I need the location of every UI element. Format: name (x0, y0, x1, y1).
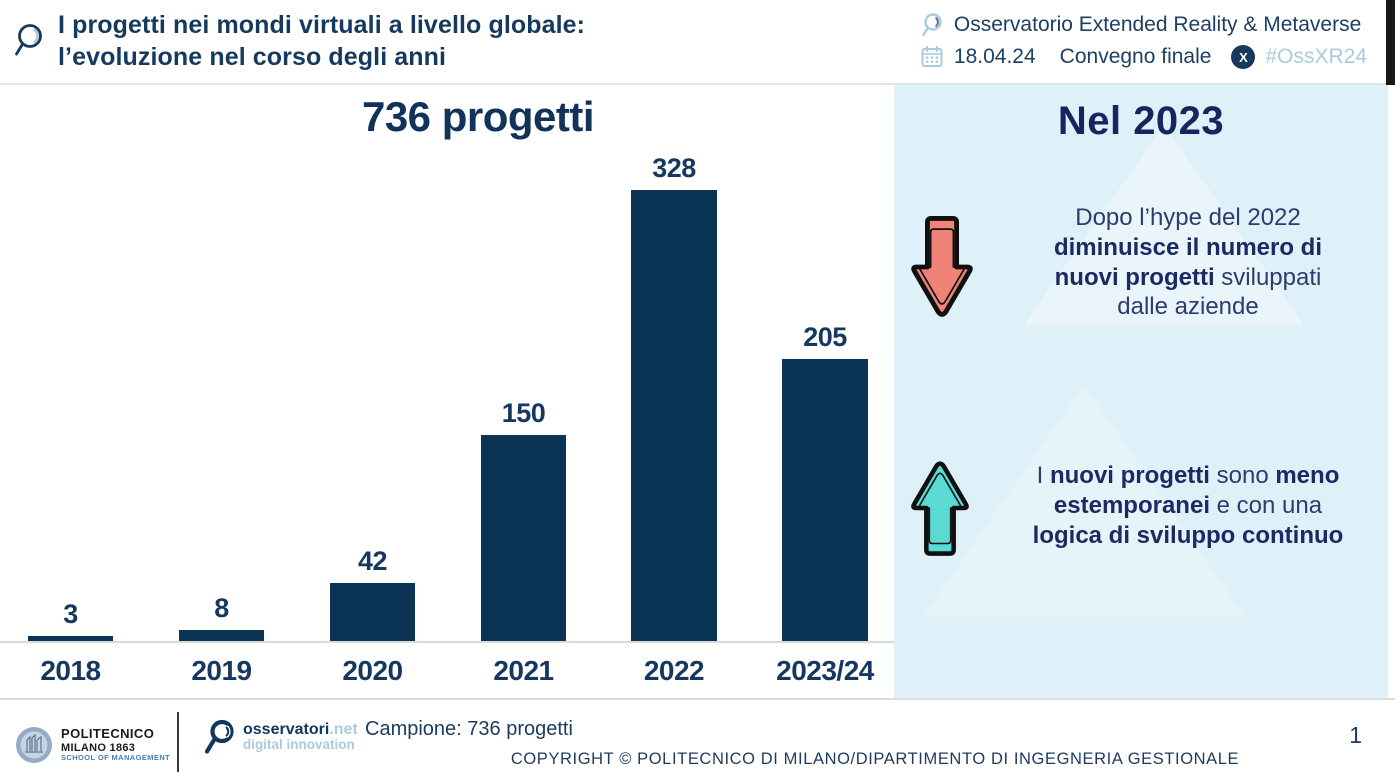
bar-2020 (330, 583, 415, 641)
copyright-text: COPYRIGHT © POLITECNICO DI MILANO/DIPART… (510, 750, 1240, 768)
x-axis-label: 2023/24 (776, 655, 874, 686)
magnifier-logo-icon (13, 22, 45, 62)
bar-value-label: 8 (214, 593, 229, 623)
x-axis-label: 2018 (40, 655, 101, 686)
bar-2023/24 (782, 359, 868, 641)
page-number: 1 (1349, 722, 1362, 748)
bar-value-label: 3 (63, 599, 78, 629)
polimi-seal-icon (15, 726, 53, 764)
bar-value-label: 42 (357, 546, 388, 576)
x-axis-label: 2022 (643, 655, 705, 686)
slide-footer: POLITECNICO MILANO 1863 SCHOOL OF MANAGE… (0, 698, 1395, 783)
observatory-line: Osservatorio Extended Reality & Metavers… (920, 10, 1367, 40)
polimi-logo: POLITECNICO MILANO 1863 SCHOOL OF MANAGE… (15, 726, 170, 764)
event-name: Convegno finale (1059, 45, 1212, 68)
insight-text-continuity: I nuovi progetti sono meno estemporanei e… (1032, 462, 1344, 549)
osservatori-brand-dark: osservatori (243, 720, 330, 738)
polimi-school: SCHOOL OF MANAGEMENT (61, 753, 171, 763)
page-title-line2: l’evoluzione nel corso degli anni (58, 43, 447, 71)
osservatori-brand: osservatori.net (243, 720, 358, 739)
event-date: 18.04.24 (953, 45, 1036, 68)
header-meta: Osservatorio Extended Reality & Metavers… (920, 10, 1367, 72)
x-axis-label: 2021 (493, 655, 554, 686)
polimi-name: POLITECNICO (61, 725, 155, 741)
bar-2022 (631, 190, 717, 641)
osservatori-subtitle: digital innovation (243, 737, 355, 753)
x-axis-label: 2019 (191, 655, 252, 686)
event-line: 18.04.24 Convegno finale X #OssXR24 (920, 42, 1367, 72)
down-arrow-icon (908, 211, 976, 323)
polimi-year: MILANO 1863 (61, 741, 136, 754)
polimi-logo-text: POLITECNICO MILANO 1863 SCHOOL OF MANAGE… (61, 725, 171, 763)
osservatori-magnifier-icon (203, 718, 237, 756)
page-title-line1: I progetti nei mondi virtuali a livello … (58, 11, 586, 39)
bar-2019 (179, 630, 264, 641)
osservatori-logo: osservatori.net digital innovation (203, 718, 358, 756)
bar-plot: 3 2018 8 2019 42 2020 150 2021 328 2022 205 2023/24 (0, 85, 894, 698)
observatory-name: Osservatorio Extended Reality & Metavers… (953, 13, 1362, 36)
bar-value-label: 205 (803, 322, 847, 352)
calendar-icon (920, 45, 944, 69)
insight-text-decline: Dopo l’hype del 2022 diminuisce il numero… (1053, 204, 1323, 321)
slide-header: I progetti nei mondi virtuali a livello … (0, 0, 1395, 85)
bar-value-label: 328 (652, 153, 696, 183)
x-axis-line (0, 641, 894, 643)
insight-panel: Nel 2023 Dopo l’hype del 2022 diminuisce … (894, 85, 1388, 698)
osservatori-brand-net: .net (329, 720, 358, 738)
up-arrow-icon (908, 457, 972, 559)
bar-value-label: 150 (501, 398, 546, 428)
small-magnifier-icon (920, 12, 944, 38)
panel-heading: Nel 2023 (1057, 99, 1225, 143)
page-title: I progetti nei mondi virtuali a livello … (58, 9, 585, 73)
x-axis-label: 2020 (342, 655, 403, 686)
x-social-icon[interactable]: X (1231, 45, 1256, 69)
bar-chart: 3 2018 8 2019 42 2020 150 2021 328 2022 205 2023/24… (0, 85, 894, 698)
bar-2021 (481, 435, 566, 641)
window-edge-strip (1386, 0, 1395, 85)
chart-title: 736 progetti (361, 93, 595, 140)
event-hashtag[interactable]: #OssXR24 (1265, 45, 1367, 68)
footer-divider (177, 712, 179, 772)
osservatori-logo-text: osservatori.net digital innovation (243, 720, 358, 753)
bar-2018 (28, 636, 113, 641)
sample-note: Campione: 736 progetti (365, 718, 573, 740)
